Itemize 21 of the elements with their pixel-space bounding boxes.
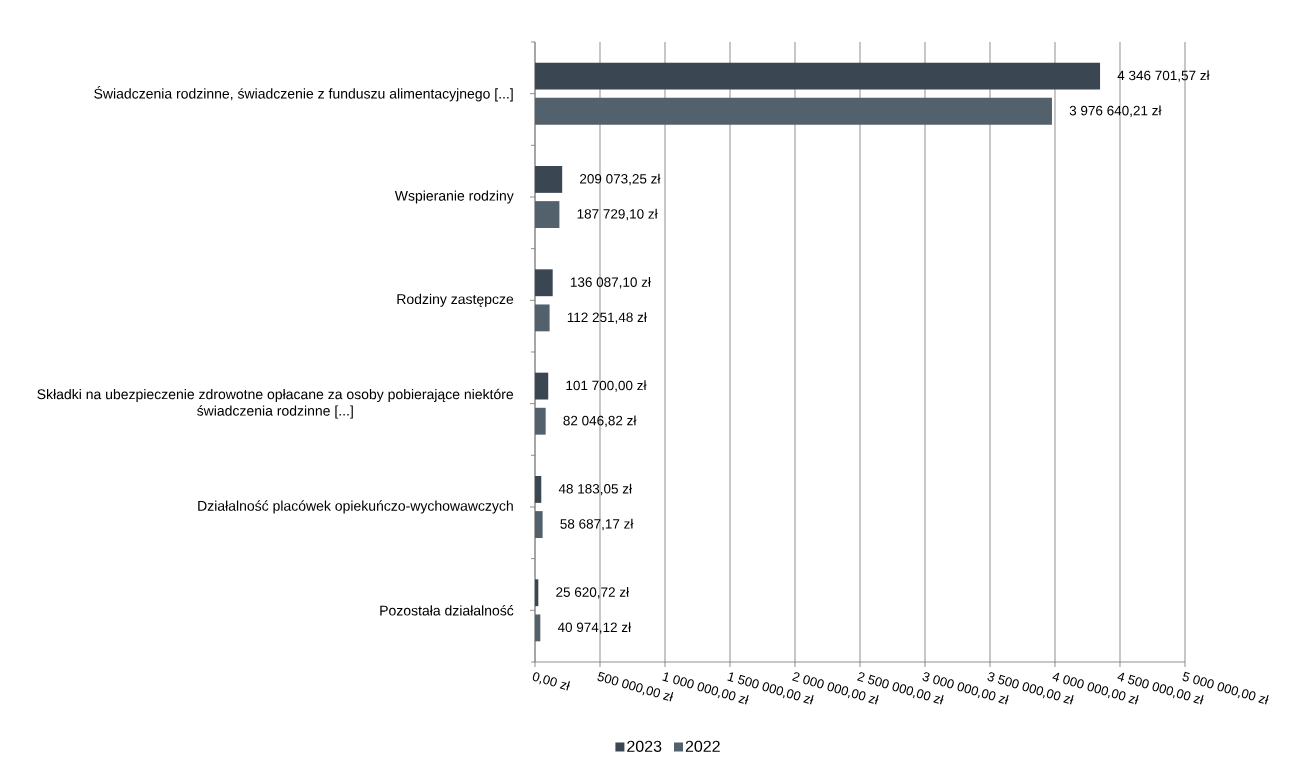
data-label: 48 183,05 zł: [558, 483, 632, 496]
data-label: 187 729,10 zł: [577, 208, 658, 221]
legend-label: 2023: [627, 740, 662, 752]
data-label: 4 346 701,57 zł: [1117, 70, 1210, 82]
legend-label: 2022: [685, 740, 720, 752]
data-label: 3 976 640,21 zł: [1069, 105, 1162, 117]
y-tick-label: Rodziny zastępcze: [397, 293, 514, 307]
x-tick-label: 0,00 zł: [532, 672, 571, 691]
data-label: 82 046,82 zł: [563, 415, 637, 427]
y-tick-label: Składki na ubezpieczenie zdrowotne opłacane za osoby pobierające niektóre świadczenia rodzinne [...]: [37, 388, 514, 419]
data-label: 136 087,10 zł: [570, 277, 651, 289]
data-label: 25 620,72 zł: [556, 587, 629, 599]
data-label: 58 687,17 zł: [560, 518, 634, 531]
y-tick-label: Świadczenia rodzinne, świadczenie z funduszu alimentacyjnego [...]: [94, 85, 513, 102]
data-label: 40 974,12 zł: [557, 622, 631, 634]
data-label: 112 251,48 zł: [567, 312, 647, 324]
y-tick-label: Działalność placówek opiekuńczo-wychowawczych: [198, 500, 513, 514]
y-tick-label: Wspieranie rodziny: [394, 190, 514, 204]
data-label: 101 700,00 zł: [566, 380, 647, 392]
y-tick-label: Pozostała działalność: [380, 605, 514, 616]
data-label: 209 073,25 zł: [580, 173, 661, 186]
